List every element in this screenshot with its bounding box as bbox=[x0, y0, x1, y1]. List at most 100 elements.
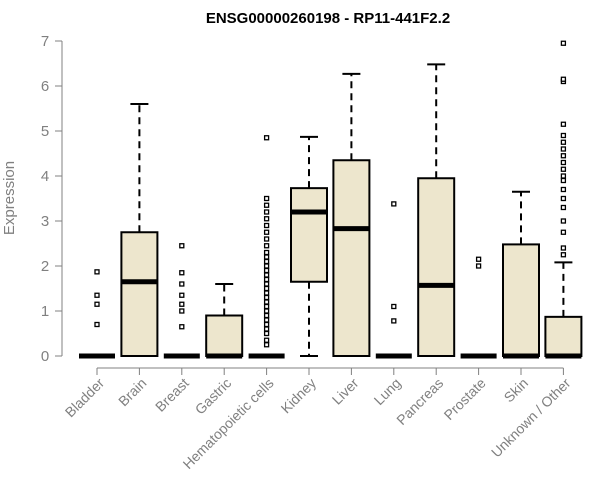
x-tick-label: Pancreas bbox=[393, 375, 446, 428]
y-tick-label: 3 bbox=[41, 213, 49, 230]
outlier-point bbox=[263, 267, 270, 274]
outlier-point bbox=[179, 324, 185, 330]
outlier-point bbox=[560, 186, 567, 193]
outlier-point bbox=[475, 263, 482, 269]
x-tick-label: Unknown / Other bbox=[488, 375, 574, 461]
outlier-point bbox=[391, 303, 397, 310]
outlier-point bbox=[560, 159, 567, 166]
outlier-point bbox=[263, 216, 270, 222]
outlier-point bbox=[94, 269, 100, 275]
outlier-point bbox=[263, 290, 270, 296]
box-unknown-other bbox=[544, 40, 583, 359]
box-pancreas bbox=[417, 63, 456, 357]
box-brain bbox=[120, 103, 159, 357]
box-rect bbox=[332, 159, 371, 357]
outlier-point bbox=[263, 229, 270, 235]
y-tick-label: 4 bbox=[41, 168, 49, 185]
x-tick-label: Skin bbox=[501, 375, 532, 406]
outlier-point bbox=[179, 292, 185, 298]
outlier-point bbox=[263, 209, 270, 215]
box-rect bbox=[120, 231, 159, 357]
box-bladder bbox=[79, 269, 115, 359]
outlier-point bbox=[263, 258, 270, 265]
box-lung bbox=[375, 201, 412, 359]
box-liver bbox=[332, 72, 371, 357]
outlier-point bbox=[560, 166, 567, 172]
x-tick-label: Brain bbox=[115, 375, 149, 409]
outlier-point bbox=[391, 201, 397, 207]
box-rect bbox=[544, 315, 583, 358]
outlier-point bbox=[263, 299, 270, 305]
outlier-point bbox=[263, 312, 270, 319]
x-tick-label: Lung bbox=[371, 375, 404, 408]
outlier-point bbox=[560, 177, 567, 184]
outlier-point bbox=[263, 263, 270, 269]
outlier-point bbox=[179, 301, 185, 307]
box-breast bbox=[163, 243, 200, 359]
box-rect bbox=[205, 314, 244, 357]
outlier-point bbox=[263, 285, 270, 292]
outlier-point bbox=[475, 256, 482, 262]
outlier-point bbox=[560, 173, 567, 179]
outlier-point bbox=[263, 317, 270, 323]
outlier-point bbox=[391, 318, 397, 324]
y-tick-label: 0 bbox=[41, 348, 49, 365]
outlier-point bbox=[560, 245, 567, 251]
outlier-point bbox=[263, 308, 270, 314]
outlier-point bbox=[263, 254, 270, 260]
outlier-point bbox=[179, 281, 185, 287]
outlier-point bbox=[263, 326, 270, 332]
outlier-point bbox=[560, 229, 567, 235]
outlier-point bbox=[560, 153, 567, 159]
outlier-point bbox=[560, 76, 567, 82]
outlier-point bbox=[263, 135, 270, 141]
y-tick-label: 1 bbox=[41, 303, 49, 320]
outlier-point bbox=[94, 301, 100, 307]
box-rect bbox=[502, 243, 540, 357]
box-gastric bbox=[205, 283, 244, 359]
outlier-point bbox=[560, 139, 567, 145]
y-tick-label: 6 bbox=[41, 78, 49, 95]
box-skin bbox=[502, 190, 540, 359]
y-axis: 0 1 2 3 4 5 6 7 bbox=[41, 33, 63, 365]
outlier-point bbox=[263, 243, 270, 249]
outlier-point bbox=[263, 236, 270, 242]
x-tick-label: Breast bbox=[152, 375, 192, 415]
outlier-point bbox=[94, 321, 100, 328]
outlier-point bbox=[263, 321, 270, 328]
y-tick-label: 2 bbox=[41, 258, 49, 275]
outlier-point bbox=[179, 270, 185, 276]
outlier-point bbox=[560, 218, 567, 224]
outlier-point bbox=[263, 342, 270, 348]
outlier-point bbox=[560, 121, 567, 127]
outlier-point bbox=[263, 202, 270, 208]
outlier-point bbox=[179, 308, 185, 314]
outlier-point bbox=[263, 303, 270, 310]
x-tick-label: Liver bbox=[329, 375, 362, 408]
box-rect bbox=[290, 187, 328, 283]
outlier-point bbox=[560, 204, 567, 211]
outlier-point bbox=[560, 40, 567, 46]
outlier-point bbox=[560, 132, 567, 139]
outlier-point bbox=[263, 281, 270, 287]
outlier-point bbox=[263, 222, 270, 229]
outlier-point bbox=[560, 195, 567, 202]
box-group bbox=[79, 40, 583, 359]
outlier-point bbox=[263, 276, 270, 283]
outlier-point bbox=[263, 330, 270, 337]
outlier-point bbox=[263, 195, 270, 202]
outlier-point bbox=[560, 146, 567, 152]
outlier-point bbox=[94, 292, 100, 298]
box-prostate bbox=[460, 256, 497, 359]
box-rect bbox=[417, 177, 456, 357]
x-tick-label: Prostate bbox=[441, 375, 489, 423]
y-tick-label: 5 bbox=[41, 123, 49, 140]
x-tick-label: Bladder bbox=[62, 375, 108, 421]
y-tick-label: 7 bbox=[41, 33, 49, 50]
outlier-point bbox=[263, 249, 270, 256]
x-tick-label: Kidney bbox=[278, 375, 320, 417]
outlier-point bbox=[263, 337, 270, 343]
outlier-point bbox=[263, 294, 270, 301]
